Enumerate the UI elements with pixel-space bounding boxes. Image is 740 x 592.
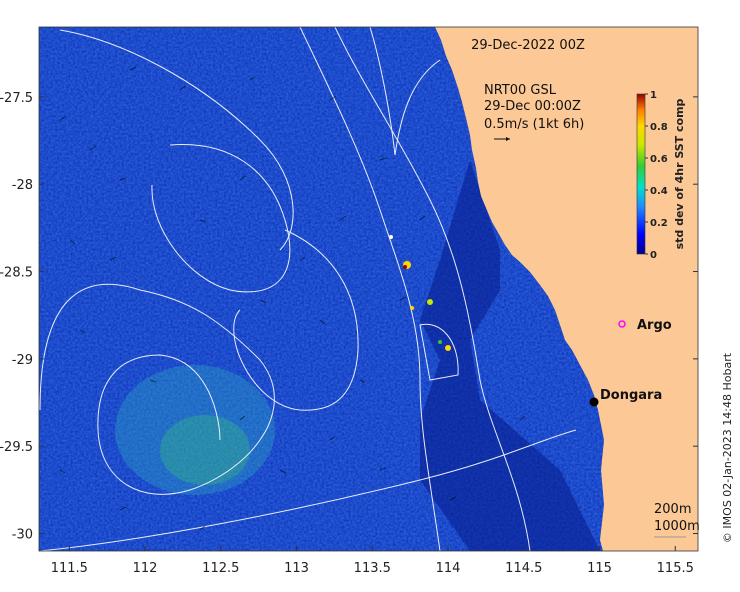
map-plot-area — [39, 27, 698, 551]
x-tick-label: 114.5 — [505, 561, 542, 576]
dongara-label: Dongara — [600, 388, 662, 403]
y-tick-label: -29 — [12, 353, 33, 368]
high-variance-spots — [389, 235, 451, 351]
product-label: NRT00 GSL — [484, 83, 557, 98]
colorbar-gradient — [636, 93, 646, 255]
colorbar-tick-label: 0.6 — [650, 154, 668, 165]
argo-label: Argo — [637, 318, 672, 333]
current-vectors — [59, 66, 526, 531]
date-title: 29-Dec-2022 00Z — [471, 38, 585, 53]
y-axis-ticks: -27.5 -28 -28.5 -29 -29.5 -30 — [0, 91, 698, 543]
x-tick-label: 111.5 — [51, 561, 88, 576]
dongara-marker — [589, 397, 599, 407]
colorbar-tick-label: 0.2 — [650, 218, 668, 229]
y-tick-label: -28.5 — [0, 266, 33, 281]
warm-eddy-core — [160, 415, 250, 485]
time-label: 29-Dec 00:00Z — [484, 99, 581, 114]
land-mass — [435, 27, 698, 551]
colorbar-ticks: 0 0.2 0.4 0.6 0.8 1 — [645, 90, 668, 261]
x-tick-label: 114 — [436, 561, 461, 576]
credit-text: © IMOS 02-Jan-2023 14:48 Hobart — [721, 352, 734, 543]
x-tick-label: 112.5 — [202, 561, 239, 576]
colorbar-label: std dev of 4hr SST comp — [673, 98, 686, 249]
scale-arrow — [494, 137, 510, 141]
colorbar: 0 0.2 0.4 0.6 0.8 1 std dev of 4hr SST comp — [636, 90, 686, 261]
x-tick-label: 112 — [133, 561, 158, 576]
colorbar-tick-label: 0 — [650, 250, 657, 261]
isobath-label-200: 200m — [654, 502, 691, 517]
x-tick-label: 113.5 — [354, 561, 391, 576]
argo-marker — [618, 320, 626, 328]
nearshore-dark-band — [420, 160, 600, 551]
y-tick-label: -28 — [12, 178, 33, 193]
colorbar-tick-label: 0.4 — [650, 186, 668, 197]
warm-eddy-patch — [115, 365, 275, 495]
x-tick-label: 115.5 — [657, 561, 694, 576]
colorbar-tick-label: 0.8 — [650, 122, 668, 133]
isobath-label-1000: 1000m — [654, 519, 700, 534]
scale-label: 0.5m/s (1kt 6h) — [484, 117, 584, 132]
y-tick-label: -29.5 — [0, 440, 33, 455]
x-axis-ticks: 111.5 112 112.5 113 113.5 114 114.5 115 115.5 — [51, 546, 694, 576]
y-tick-label: -27.5 — [0, 91, 33, 106]
isobath-contours — [39, 27, 577, 551]
x-tick-label: 115 — [587, 561, 612, 576]
colorbar-tick-label: 1 — [650, 90, 657, 101]
x-tick-label: 113 — [284, 561, 309, 576]
plot-frame — [38, 26, 699, 552]
y-tick-label: -30 — [12, 528, 33, 543]
